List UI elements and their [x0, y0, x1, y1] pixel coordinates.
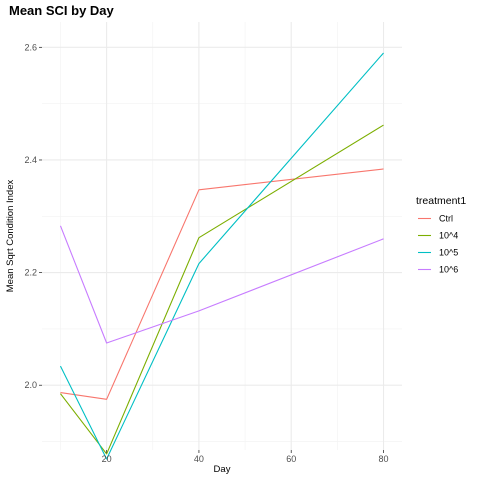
chart-title: Mean SCI by Day [9, 3, 115, 18]
y-tick-label: 2.6 [24, 42, 37, 52]
y-axis-ticks: 2.0 2.2 2.4 2.6 [24, 42, 42, 390]
series-line-0 [60, 168, 384, 400]
legend-label: Ctrl [439, 214, 453, 224]
x-tick-label: 80 [379, 454, 389, 464]
x-axis-ticks: 20 40 60 80 [102, 450, 389, 464]
x-axis-title: Day [214, 464, 231, 475]
legend-label: 10^6 [439, 265, 458, 275]
series-line-3 [59, 225, 384, 344]
x-tick-label: 20 [102, 454, 112, 464]
series-lines [59, 52, 384, 460]
minor-gridlines [42, 22, 402, 450]
legend-label: 10^4 [439, 231, 458, 241]
major-gridlines [42, 22, 402, 450]
legend-label: 10^5 [439, 248, 458, 258]
y-axis-title: Mean Sqrt Condition Index [5, 180, 16, 293]
y-tick-label: 2.4 [24, 155, 37, 165]
plot-panel [42, 22, 402, 450]
legend: treatment1 Ctrl 10^4 10^5 10^6 [416, 195, 466, 278]
y-tick-label: 2.0 [24, 380, 37, 390]
series-line-2 [59, 52, 384, 460]
series-line-1 [60, 124, 384, 455]
x-tick-label: 40 [194, 454, 204, 464]
x-tick-label: 60 [286, 454, 296, 464]
y-tick-label: 2.2 [24, 268, 37, 278]
legend-title: treatment1 [416, 195, 466, 207]
